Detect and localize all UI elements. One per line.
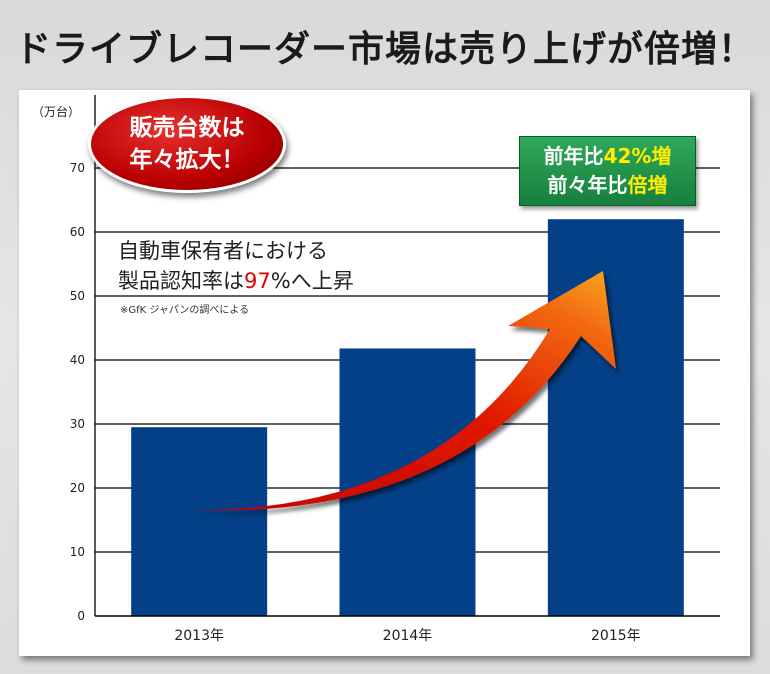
y-tick-label: 40 [70, 353, 85, 367]
growth-rate-badge: 前年比42%増 前々年比倍増 [519, 136, 696, 206]
awareness-annotation: 自動車保有者における 製品認知率は97%へ上昇 [118, 236, 354, 296]
bar [131, 427, 268, 616]
page-title: ドライブレコーダー市場は売り上げが倍増！ [14, 29, 755, 70]
x-tick-label: 2014年 [383, 628, 433, 644]
annotation-line1: 自動車保有者における [118, 239, 328, 263]
annotation-line2-suffix: %へ上昇 [270, 269, 354, 293]
badge-line2-value: 倍増 [627, 173, 668, 197]
badge-line2-prefix: 前々年比 [547, 173, 628, 197]
y-tick-label: 50 [70, 289, 85, 303]
sales-growth-bubble: 販売台数は 年々拡大！ [88, 95, 286, 193]
annotation-line2-prefix: 製品認知率は [118, 269, 244, 293]
x-tick-label: 2015年 [591, 628, 641, 644]
y-tick-label: 20 [70, 481, 85, 495]
x-tick-label: 2013年 [174, 628, 224, 644]
y-tick-label: 0 [77, 609, 85, 623]
bars-layer [131, 219, 684, 616]
bar [547, 219, 684, 616]
source-note: ※GfK ジャパンの調べによる [120, 305, 250, 316]
bubble-line1: 販売台数は [129, 115, 245, 141]
badge-line2: 前々年比倍増 [548, 171, 668, 200]
bubble-line2: 年々拡大！ [129, 147, 245, 173]
axis-layer: 0 10 20 30 40 50 60 70 2013年 2014年 2015年 [70, 95, 720, 644]
bar [339, 348, 476, 616]
growth-arrow [192, 271, 616, 511]
awareness-value: 97 [244, 269, 271, 293]
badge-line1: 前年比42%増 [544, 142, 672, 171]
badge-line1-value: 42%増 [603, 144, 672, 168]
badge-line1-prefix: 前年比 [543, 144, 604, 168]
y-tick-label: 60 [70, 225, 85, 239]
y-axis-unit-label: （万台） [32, 105, 81, 119]
annotation-line2: 製品認知率は97%へ上昇 [118, 266, 354, 296]
y-tick-label: 30 [70, 417, 85, 431]
y-tick-label: 70 [70, 161, 85, 175]
y-tick-label: 10 [70, 545, 85, 559]
